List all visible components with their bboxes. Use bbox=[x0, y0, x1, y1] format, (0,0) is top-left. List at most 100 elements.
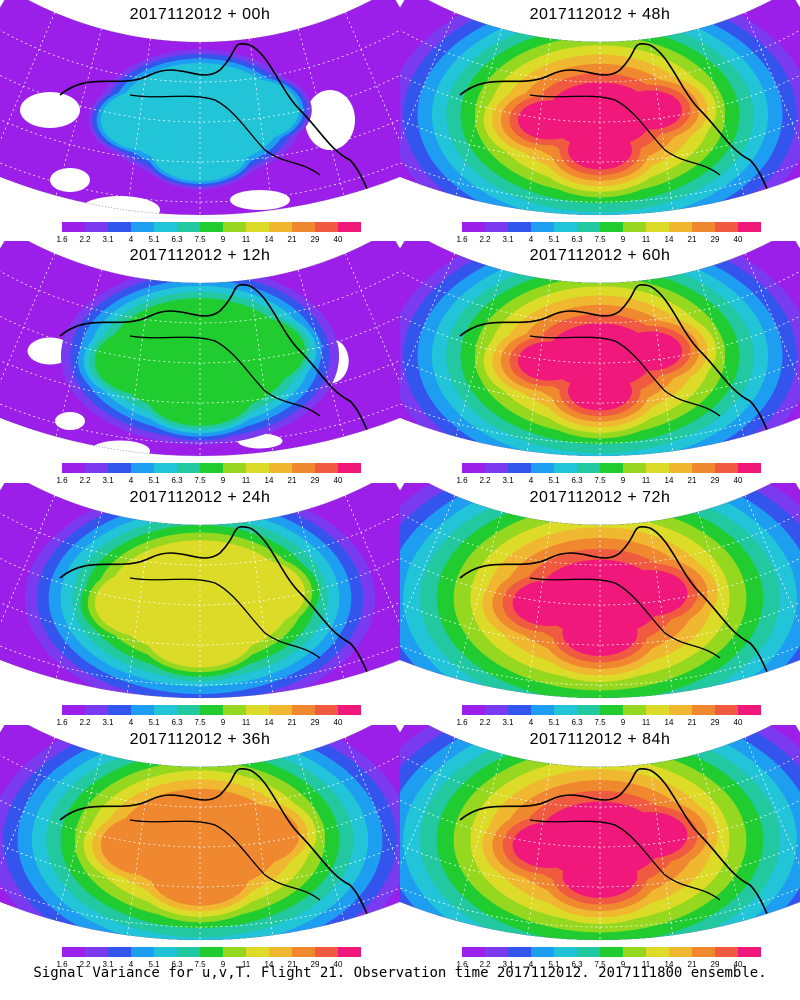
latitude-line bbox=[0, 58, 400, 123]
colorbar-swatch bbox=[554, 222, 577, 232]
colorbar-tick-label: 3.1 bbox=[502, 235, 514, 244]
longitude-line bbox=[55, 753, 103, 921]
colorbar-tick-label: 9 bbox=[220, 235, 226, 244]
colorbar-swatch bbox=[646, 463, 669, 473]
variance-contour bbox=[612, 811, 688, 859]
colorbar-tick-label: 6.3 bbox=[571, 476, 583, 485]
colorbar-tick-label: 2.2 bbox=[479, 960, 491, 969]
longitude-line bbox=[526, 521, 551, 694]
colorbar-swatch bbox=[577, 705, 600, 715]
map-panel: 2017112012 + 84h 1.6 2.2 3.1 4 5.1 6.3 7.5 9 11 14… bbox=[400, 725, 800, 973]
colorbar-swatch bbox=[715, 947, 738, 957]
latitude-line bbox=[400, 333, 800, 404]
latitude-line bbox=[400, 24, 800, 83]
colorbar-swatch bbox=[600, 705, 623, 715]
colorbar-tick-label: 40 bbox=[333, 235, 343, 244]
colorbar-tick-label: 9 bbox=[220, 718, 226, 727]
colorbar-tick-label: 3.1 bbox=[102, 235, 114, 244]
colorbar-swatch bbox=[223, 222, 246, 232]
colorbar-swatch bbox=[577, 463, 600, 473]
longitude-line bbox=[744, 495, 800, 655]
colorbar-swatch bbox=[508, 463, 531, 473]
variance-contour bbox=[150, 118, 250, 182]
colorbar-swatch bbox=[200, 705, 223, 715]
colorbar-swatch bbox=[531, 463, 554, 473]
colorbar-tick-label: 6.3 bbox=[571, 718, 583, 727]
below-threshold-patch bbox=[230, 190, 290, 210]
colorbar-swatch bbox=[738, 463, 761, 473]
colorbar-swatch bbox=[131, 947, 154, 957]
colorbar-swatch bbox=[623, 947, 646, 957]
latitude-line bbox=[0, 92, 400, 163]
longitude-line bbox=[0, 495, 56, 655]
colorbar-tick-label: 1.6 bbox=[56, 960, 68, 969]
colorbar-tick-label: 5.1 bbox=[548, 476, 560, 485]
panel-title: 2017112012 + 12h bbox=[129, 247, 271, 264]
colorbar-swatch bbox=[108, 705, 131, 715]
longitude-line bbox=[649, 521, 674, 694]
latitude-line bbox=[0, 610, 400, 686]
figure-caption: Signal Variance for u,v,T. Flight 21. Ob… bbox=[33, 965, 767, 981]
longitude-line bbox=[526, 38, 551, 211]
colorbar-swatch bbox=[508, 705, 531, 715]
colorbar-tick-label: 14 bbox=[264, 476, 274, 485]
coastline bbox=[59, 284, 373, 442]
colorbar-tick-label: 11 bbox=[641, 960, 651, 969]
colorbar-tick-label: 11 bbox=[241, 235, 251, 244]
colorbar-tick-label: 1.6 bbox=[456, 718, 468, 727]
colorbar-swatch bbox=[62, 463, 85, 473]
longitude-line bbox=[126, 521, 151, 694]
colorbar-swatch bbox=[62, 705, 85, 715]
colorbar-swatch bbox=[315, 705, 338, 715]
colorbar-swatch bbox=[692, 705, 715, 715]
longitude-line bbox=[0, 737, 56, 897]
colorbar-swatch bbox=[131, 222, 154, 232]
longitude-line bbox=[297, 28, 345, 196]
colorbar-tick-label: 21 bbox=[287, 960, 297, 969]
longitude-line bbox=[126, 279, 151, 452]
longitude-line bbox=[55, 511, 103, 679]
variance-contour bbox=[518, 341, 582, 381]
colorbar-tick-label: 11 bbox=[641, 718, 651, 727]
colorbar-swatch bbox=[62, 222, 85, 232]
longitude-line bbox=[297, 511, 345, 679]
colorbar-tick-label: 6.3 bbox=[171, 960, 183, 969]
panel-title: 2017112012 + 60h bbox=[529, 247, 671, 264]
colorbar-swatch bbox=[246, 463, 269, 473]
longitude-line bbox=[455, 753, 503, 921]
coastline bbox=[529, 94, 721, 176]
colorbar-swatch bbox=[131, 463, 154, 473]
colorbar-tick-label: 1.6 bbox=[456, 235, 468, 244]
colorbar-tick-label: 7.5 bbox=[594, 960, 606, 969]
colorbar-tick-label: 40 bbox=[733, 960, 743, 969]
colorbar-swatch bbox=[200, 463, 223, 473]
colorbar-tick-label: 4 bbox=[528, 235, 534, 244]
colorbar-tick-label: 2.2 bbox=[79, 718, 91, 727]
colorbar-swatch bbox=[485, 705, 508, 715]
coastline bbox=[459, 768, 773, 926]
colorbar-tick-label: 11 bbox=[241, 960, 251, 969]
colorbar-tick-label: 6.3 bbox=[571, 960, 583, 969]
latitude-line bbox=[400, 817, 800, 888]
colorbar-swatch bbox=[315, 222, 338, 232]
colorbar-swatch bbox=[715, 463, 738, 473]
colorbar-tick-label: 6.3 bbox=[171, 235, 183, 244]
map-panel: 2017112012 + 00h 1.6 2.2 3.1 4 5.1 6.3 7.5 9 11 14… bbox=[0, 0, 400, 248]
colorbar-tick-label: 1.6 bbox=[456, 960, 468, 969]
colorbar-tick-label: 7.5 bbox=[194, 960, 206, 969]
coastline bbox=[459, 526, 773, 684]
colorbar-swatch bbox=[577, 947, 600, 957]
below-threshold-patch bbox=[55, 412, 85, 430]
latitude-line bbox=[400, 575, 800, 646]
colorbar-tick-label: 40 bbox=[733, 235, 743, 244]
colorbar-swatch bbox=[292, 947, 315, 957]
colorbar-swatch bbox=[462, 463, 485, 473]
colorbar-tick-label: 29 bbox=[310, 718, 320, 727]
colorbar-tick-label: 5.1 bbox=[148, 718, 160, 727]
variance-contour bbox=[144, 598, 256, 668]
variance-contour bbox=[568, 130, 632, 170]
colorbar-swatch bbox=[246, 947, 269, 957]
colorbar-swatch bbox=[292, 463, 315, 473]
map-field bbox=[0, 725, 400, 941]
longitude-line bbox=[649, 38, 674, 211]
